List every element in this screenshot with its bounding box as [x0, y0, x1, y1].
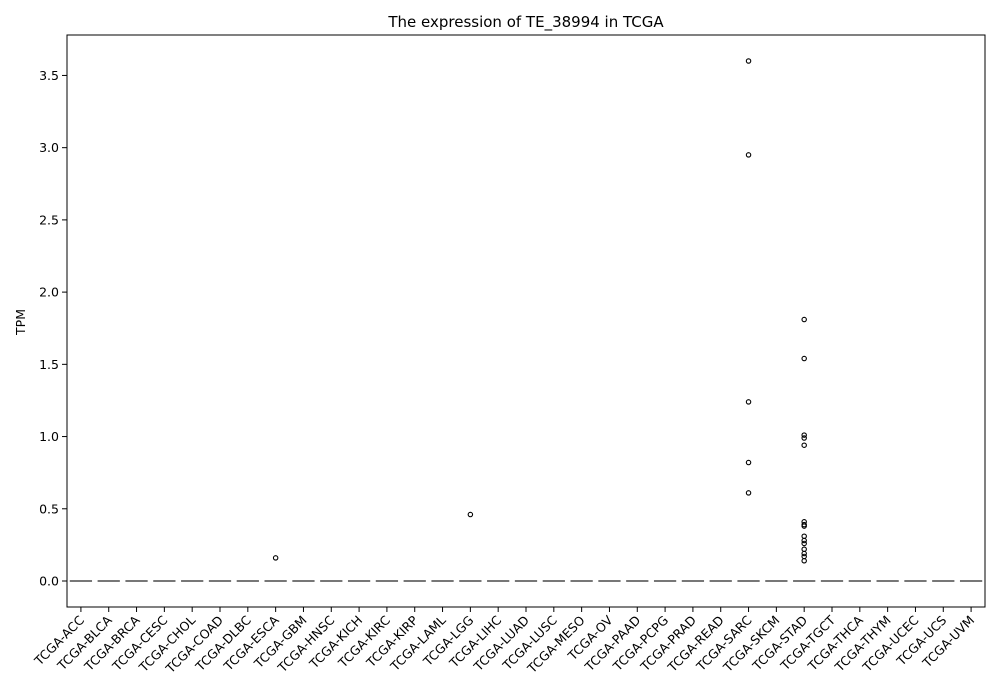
outlier-point — [801, 537, 807, 544]
outlier-point — [801, 432, 807, 438]
outlier-point — [801, 442, 807, 448]
outlier-point — [801, 533, 807, 539]
y-tick-label: 3.5 — [39, 68, 59, 83]
outlier-point — [467, 511, 474, 518]
outlier-point — [272, 555, 279, 561]
outlier-point — [745, 399, 752, 405]
outlier-point — [801, 558, 807, 564]
plot-frame — [66, 34, 986, 608]
outlier-point — [801, 523, 807, 529]
outlier-point — [801, 540, 807, 547]
y-tick-label: 1.5 — [39, 357, 59, 372]
outlier-point — [745, 58, 752, 64]
y-tick-label: 3.0 — [39, 140, 59, 155]
chart-title: The expression of TE_38994 in TCGA — [387, 13, 664, 32]
y-tick-label: 2.5 — [39, 212, 59, 227]
outlier-point — [801, 435, 807, 441]
outlier-point — [801, 553, 807, 560]
outlier-point — [801, 355, 807, 362]
outlier-point — [745, 152, 752, 158]
y-tick-label: 2.0 — [39, 285, 59, 300]
outlier-point — [745, 459, 752, 466]
y-tick-label: 0.0 — [39, 574, 59, 589]
outlier-point — [801, 550, 807, 557]
plot-area — [69, 58, 983, 582]
y-tick-label: 0.5 — [39, 501, 59, 516]
outlier-point — [801, 316, 807, 323]
outlier-point — [801, 546, 807, 552]
outlier-point — [745, 490, 752, 496]
y-axis-label: TPM — [13, 309, 28, 336]
y-tick-label: 1.0 — [39, 429, 59, 444]
